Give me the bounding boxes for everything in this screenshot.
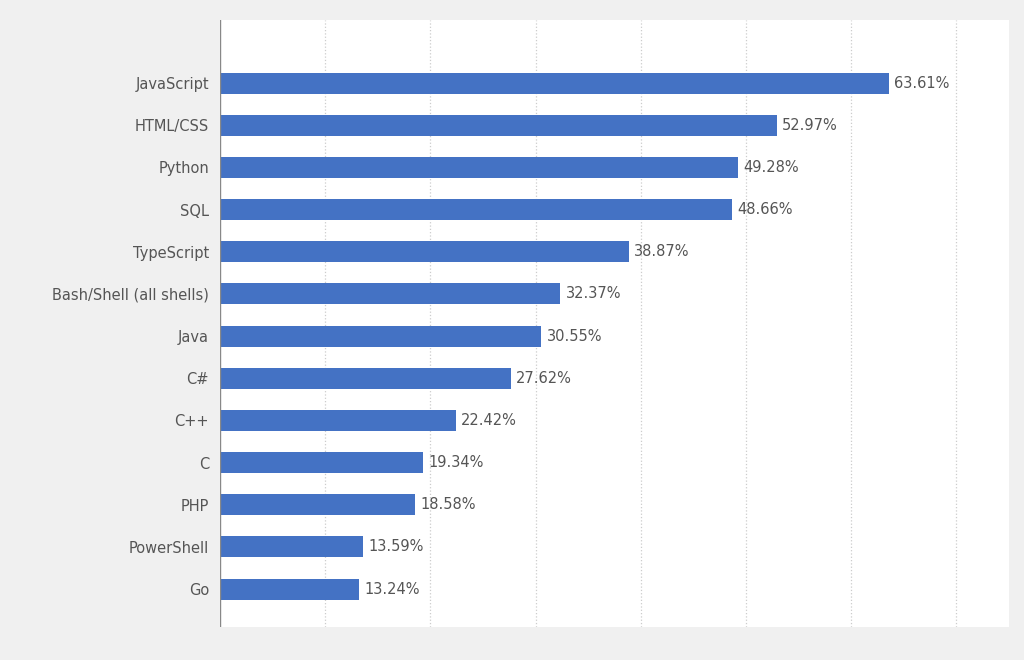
Bar: [220, 115, 777, 136]
Bar: [220, 157, 738, 178]
Text: 22.42%: 22.42%: [461, 413, 517, 428]
Bar: [220, 579, 359, 599]
Text: 18.58%: 18.58%: [421, 497, 476, 512]
Text: 63.61%: 63.61%: [894, 75, 949, 90]
Bar: [220, 537, 364, 558]
Bar: [220, 452, 424, 473]
Text: 48.66%: 48.66%: [737, 202, 793, 217]
Bar: [220, 494, 416, 515]
Bar: [220, 283, 560, 304]
Text: 38.87%: 38.87%: [634, 244, 689, 259]
Text: 30.55%: 30.55%: [547, 329, 602, 344]
Text: 49.28%: 49.28%: [743, 160, 799, 175]
Text: 19.34%: 19.34%: [429, 455, 484, 470]
Text: 27.62%: 27.62%: [516, 371, 571, 385]
Text: 13.59%: 13.59%: [369, 539, 424, 554]
Bar: [220, 325, 542, 346]
Bar: [220, 368, 511, 389]
Bar: [220, 241, 629, 262]
Text: 52.97%: 52.97%: [782, 117, 838, 133]
Bar: [220, 199, 732, 220]
Bar: [220, 73, 889, 94]
Bar: [220, 410, 456, 431]
Text: 13.24%: 13.24%: [365, 581, 420, 597]
Text: 32.37%: 32.37%: [565, 286, 622, 302]
